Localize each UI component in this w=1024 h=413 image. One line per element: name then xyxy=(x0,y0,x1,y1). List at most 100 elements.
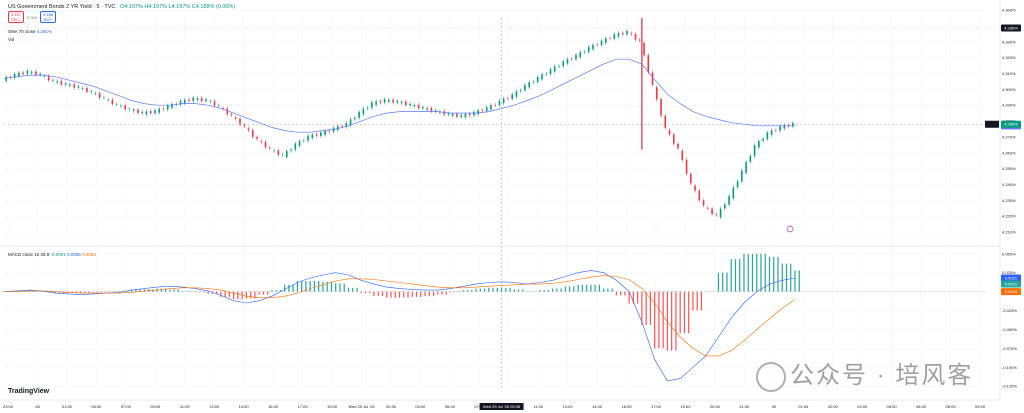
buy-label: BUY xyxy=(43,17,53,22)
macd-histogram-bar xyxy=(309,281,311,292)
buy-button[interactable]: 4.188 BUY xyxy=(40,11,56,23)
macd-histogram-bar xyxy=(496,287,498,292)
macd-histogram-bar xyxy=(177,289,179,292)
candle-body xyxy=(13,73,16,78)
candle-body xyxy=(5,76,7,81)
candle-body xyxy=(345,122,348,127)
time-tick-label: 11:00 xyxy=(180,404,190,409)
candle-body xyxy=(728,195,730,205)
time-tick-label: 02:00 xyxy=(828,404,839,409)
macd-histogram-bar xyxy=(373,291,375,297)
sell-button[interactable]: 4.187 SELL xyxy=(8,11,24,23)
macd-histogram-bar xyxy=(228,291,230,297)
candle-body xyxy=(77,86,80,88)
candle-body xyxy=(558,65,560,67)
time-tick-label: 16:00 xyxy=(622,404,633,409)
macd-line-value: 0.0065 xyxy=(67,252,81,257)
macd-histogram-bar xyxy=(671,291,673,351)
macd-histogram-bar xyxy=(620,291,622,296)
candle-body xyxy=(430,108,433,112)
candle-body xyxy=(124,105,127,110)
sma-legend[interactable]: SMA 70 close 4.281% xyxy=(8,29,52,34)
macd-histogram-bar xyxy=(458,291,460,293)
macd-histogram-bar xyxy=(58,291,60,294)
macd-histogram-bar xyxy=(449,291,452,293)
tradingview-logo[interactable]: TradingView xyxy=(8,388,49,395)
candle-body xyxy=(230,114,233,116)
candle-body xyxy=(685,159,688,174)
sma-label: SMA 70 close xyxy=(8,29,36,34)
candle-body xyxy=(371,102,373,108)
macd-histogram-bar xyxy=(475,288,477,292)
candle-body xyxy=(98,93,101,98)
candle-body xyxy=(324,130,326,135)
candle-body xyxy=(239,118,241,125)
candle-body xyxy=(775,130,777,131)
macd-histogram-bar xyxy=(466,290,469,292)
macd-histogram-bar xyxy=(369,291,371,294)
candle-body xyxy=(226,108,229,115)
candle-body xyxy=(290,149,292,151)
candle-body xyxy=(732,187,735,199)
macd-histogram-bar xyxy=(662,291,664,349)
macd-histogram-bar xyxy=(173,289,175,292)
macd-histogram-bar xyxy=(420,291,422,297)
time-tick-label: 01:00 xyxy=(62,404,73,409)
candle-body xyxy=(711,208,713,214)
macd-histogram-bar xyxy=(539,290,541,292)
candle-body xyxy=(286,150,288,158)
candle-body xyxy=(294,143,297,150)
macd-histogram-bar xyxy=(199,291,201,293)
candle-body xyxy=(456,113,458,117)
macd-histogram-bar xyxy=(658,291,660,349)
price-tick-label: 4.270% xyxy=(1002,134,1016,139)
macd-histogram-bar xyxy=(267,291,269,295)
candle-body xyxy=(192,97,195,102)
candle-body xyxy=(251,130,254,137)
macd-histogram-bar xyxy=(692,291,694,311)
candle-body xyxy=(213,101,216,106)
time-tick-label: 13:00 xyxy=(209,404,220,409)
macd-histogram-bar xyxy=(233,291,235,300)
candle-body xyxy=(277,150,280,155)
candle-body xyxy=(579,52,582,58)
candle-body xyxy=(264,141,267,148)
macd-histogram-bar xyxy=(781,263,783,292)
candle-body xyxy=(149,111,152,114)
time-tick-label: 13:00 xyxy=(563,404,574,409)
candle-body xyxy=(753,145,756,157)
vol-legend[interactable]: Vol xyxy=(8,37,14,42)
time-tick-label: 07:00 xyxy=(121,404,132,409)
macd-histogram-bar xyxy=(573,286,575,292)
time-tick-label: 23:00 xyxy=(3,404,14,409)
macd-histogram-bar xyxy=(628,291,630,304)
candle-body xyxy=(366,107,369,109)
macd-histogram-bar xyxy=(794,270,796,292)
macd-histogram-bar xyxy=(756,253,758,292)
macd-histogram-bar xyxy=(624,291,626,296)
macd-histogram-bar xyxy=(313,281,316,292)
candle-body xyxy=(468,113,471,116)
time-tick-label: 03:00 xyxy=(857,404,868,409)
candle-body xyxy=(575,54,577,60)
macd-histogram-bar xyxy=(224,291,226,297)
candle-body xyxy=(524,84,526,91)
macd-histogram-bar xyxy=(607,288,609,292)
candle-body xyxy=(545,73,548,75)
candle-body xyxy=(609,38,611,39)
signal-tag-bg xyxy=(1001,288,1021,296)
wechat-icon xyxy=(756,361,786,392)
candle-body xyxy=(426,108,428,110)
candle-body xyxy=(90,91,92,93)
macd-legend[interactable]: MACD close 12 26 9 -0.0001 0.0065 0.2064 xyxy=(8,252,96,257)
symbol-header[interactable]: US Government Bonds 2 YR Yield · 5 · TVC… xyxy=(8,4,235,10)
candle-body xyxy=(562,61,565,67)
time-tick-label: 16:00 xyxy=(268,404,279,409)
candle-body xyxy=(694,185,696,191)
candle-body xyxy=(137,109,139,114)
candle-body xyxy=(22,72,24,74)
candle-body xyxy=(86,87,88,92)
candle-body xyxy=(770,130,773,135)
candle-body xyxy=(626,31,628,35)
